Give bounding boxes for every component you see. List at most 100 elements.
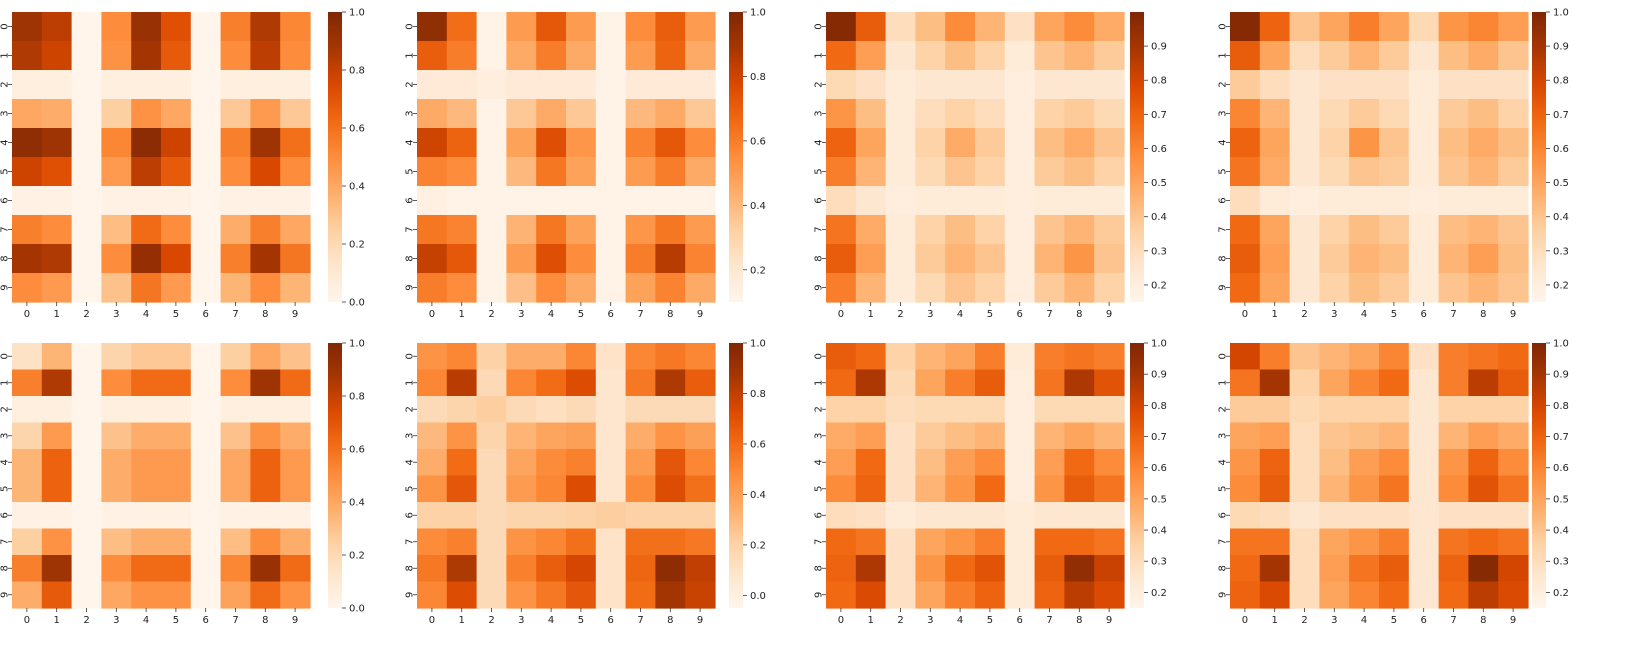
heatmap-cell bbox=[220, 528, 251, 556]
heatmap-cell bbox=[1259, 502, 1291, 530]
heatmap-cell bbox=[446, 70, 478, 100]
heatmap-cell bbox=[476, 449, 507, 477]
heatmap-cell bbox=[446, 186, 478, 216]
heatmap-cell bbox=[190, 422, 222, 450]
heatmap-cell bbox=[1289, 475, 1320, 503]
heatmap-cell bbox=[161, 528, 192, 556]
x-tick-label: 1 bbox=[1272, 309, 1278, 320]
heatmap-cell bbox=[101, 128, 132, 158]
heatmap-cell bbox=[1064, 215, 1095, 245]
heatmap-cell bbox=[446, 502, 478, 530]
heatmap-cell bbox=[101, 396, 132, 424]
heatmap-cell bbox=[855, 157, 887, 187]
heatmap-cell bbox=[1259, 396, 1291, 424]
heatmap-cell bbox=[446, 581, 478, 609]
heatmap-cell bbox=[71, 422, 102, 450]
heatmap-cell bbox=[566, 12, 597, 42]
heatmap-cell bbox=[655, 41, 686, 71]
x-tick-label: 5 bbox=[578, 309, 584, 320]
colorbar-tick-label: 0.4 bbox=[750, 201, 766, 212]
heatmap-cell bbox=[101, 502, 132, 530]
heatmap-cell bbox=[71, 12, 102, 42]
heatmap-cell bbox=[1438, 475, 1469, 503]
heatmap-cell bbox=[1094, 475, 1125, 503]
heatmap-cell bbox=[190, 396, 222, 424]
heatmap-cell bbox=[655, 186, 686, 216]
heatmap-cell bbox=[566, 244, 597, 274]
y-tick-label: 0 bbox=[0, 353, 11, 359]
heatmap-cell bbox=[1468, 128, 1499, 158]
y-tick-label: 5 bbox=[0, 168, 11, 174]
heatmap-cell bbox=[250, 128, 281, 158]
heatmap-cell bbox=[1498, 186, 1529, 216]
heatmap-cell bbox=[131, 502, 162, 530]
colorbar-tick-label: 0.4 bbox=[349, 182, 365, 193]
heatmap-cell bbox=[826, 41, 857, 71]
heatmap-cell bbox=[41, 128, 73, 158]
heatmap-cell bbox=[280, 422, 311, 450]
heatmap-cell bbox=[1438, 41, 1469, 71]
x-tick-label: 9 bbox=[1510, 309, 1516, 320]
heatmap-cell bbox=[220, 244, 251, 274]
heatmap-cell bbox=[1094, 41, 1125, 71]
heatmap-cell bbox=[1259, 128, 1291, 158]
heatmap-cell bbox=[1349, 581, 1380, 609]
heatmap-cell bbox=[220, 475, 251, 503]
heatmap-cell bbox=[595, 581, 627, 609]
y-tick-label: 9 bbox=[405, 592, 416, 598]
heatmap-cell bbox=[826, 396, 857, 424]
y-tick-label: 5 bbox=[1218, 168, 1229, 174]
heatmap-cell bbox=[915, 157, 946, 187]
heatmap-cell bbox=[595, 528, 627, 556]
heatmap-cell bbox=[1468, 41, 1499, 71]
heatmap-cell bbox=[1349, 396, 1380, 424]
y-tick-label: 4 bbox=[405, 139, 416, 145]
heatmap-cell bbox=[161, 128, 192, 158]
colorbar-tick-label: 0.4 bbox=[1151, 526, 1167, 537]
heatmap-cell bbox=[1408, 157, 1440, 187]
heatmap-cell bbox=[506, 41, 537, 71]
heatmap-cell bbox=[280, 396, 311, 424]
heatmap-cell bbox=[1438, 215, 1469, 245]
y-tick-label: 5 bbox=[1218, 486, 1229, 492]
colorbar-tick-label: 0.3 bbox=[1553, 246, 1569, 257]
heatmap-cell bbox=[1064, 99, 1095, 129]
heatmap-cell bbox=[1319, 343, 1350, 371]
heatmap-cell bbox=[1319, 99, 1350, 129]
y-tick-label: 3 bbox=[814, 110, 825, 116]
heatmap-cell bbox=[1094, 502, 1125, 530]
y-tick-label: 1 bbox=[1218, 52, 1229, 58]
heatmap-cell bbox=[131, 555, 162, 583]
heatmap-cell bbox=[131, 422, 162, 450]
heatmap-cell bbox=[1289, 528, 1320, 556]
y-tick-label: 7 bbox=[0, 539, 11, 545]
heatmap-cell bbox=[250, 396, 281, 424]
y-tick-label: 5 bbox=[405, 168, 416, 174]
heatmap-cell bbox=[685, 70, 716, 100]
heatmap-cell bbox=[161, 449, 192, 477]
heatmap-cell bbox=[625, 396, 656, 424]
y-tick-label: 3 bbox=[0, 433, 11, 439]
heatmap-cell bbox=[71, 273, 102, 303]
heatmap-cell bbox=[220, 502, 251, 530]
heatmap-cell bbox=[595, 157, 627, 187]
heatmap-cell bbox=[566, 99, 597, 129]
heatmap-cell bbox=[1004, 475, 1036, 503]
heatmap-cell bbox=[101, 70, 132, 100]
heatmap-cell bbox=[1438, 502, 1469, 530]
heatmap-cell bbox=[131, 12, 162, 42]
heatmap-cell bbox=[71, 215, 102, 245]
heatmap-cell bbox=[280, 157, 311, 187]
heatmap-cell bbox=[566, 215, 597, 245]
heatmap-cell bbox=[885, 157, 916, 187]
colorbar-tick-label: 0.6 bbox=[349, 445, 365, 456]
heatmap-cell bbox=[1379, 528, 1410, 556]
heatmap-cell bbox=[1408, 396, 1440, 424]
heatmap-cell bbox=[945, 186, 976, 216]
heatmap-cell bbox=[625, 475, 656, 503]
heatmap-cell bbox=[625, 273, 656, 303]
x-tick-label: 0 bbox=[1242, 615, 1248, 626]
colorbar-tick-label: 0.2 bbox=[349, 551, 365, 562]
y-tick-label: 9 bbox=[1218, 284, 1229, 290]
